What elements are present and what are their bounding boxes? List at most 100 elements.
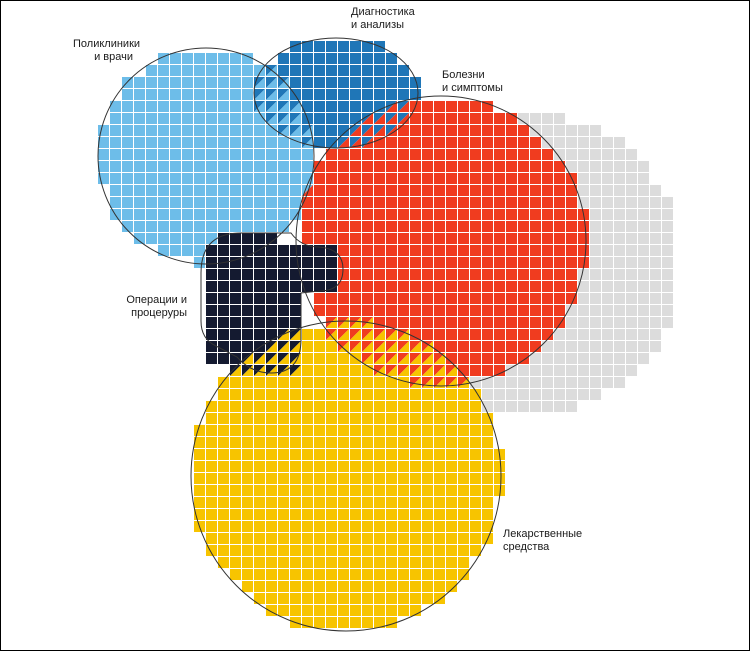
cell-diseases — [518, 149, 529, 160]
cell-operations — [230, 353, 241, 364]
cell-drugs — [194, 485, 205, 496]
cell-diseases — [494, 209, 505, 220]
cell-gray — [494, 377, 505, 388]
cell-diseases — [386, 221, 397, 232]
cell-drugs — [302, 593, 313, 604]
cell-operations — [326, 257, 337, 268]
cell-drugs — [350, 533, 361, 544]
cell-operations — [218, 317, 229, 328]
cell-diseases — [518, 125, 529, 136]
cell-drugs — [338, 509, 349, 520]
cell-diseases — [374, 149, 385, 160]
cell-drugs — [434, 437, 445, 448]
cell-gray — [626, 341, 637, 352]
cell-gray — [638, 305, 649, 316]
cell-diseases — [530, 197, 541, 208]
cell-diseases — [458, 125, 469, 136]
cell-drugs — [410, 497, 421, 508]
cell-clinics — [266, 137, 277, 148]
cell-drugs — [482, 485, 493, 496]
cell-diseases — [338, 233, 349, 244]
cell-drugs — [398, 389, 409, 400]
cell-drugs — [494, 461, 505, 472]
cell-diseases — [410, 257, 421, 268]
cell-drugs — [398, 509, 409, 520]
cell-diseases — [422, 305, 433, 316]
cell-drugs — [362, 413, 373, 424]
cell-gray — [482, 377, 493, 388]
cell-diseases — [446, 197, 457, 208]
cell-drugs — [338, 545, 349, 556]
cell-diseases — [482, 137, 493, 148]
cell-diseases — [434, 305, 445, 316]
cell-diseases-drugs-b — [434, 365, 445, 376]
cell-drugs — [350, 545, 361, 556]
cell-drugs — [278, 569, 289, 580]
cell-drugs — [470, 461, 481, 472]
cell-diseases — [506, 185, 517, 196]
cell-clinics — [230, 149, 241, 160]
cell-diseases-drugs-b — [410, 365, 421, 376]
cell-diseases — [458, 137, 469, 148]
cell-diseases — [494, 221, 505, 232]
cell-diseases — [422, 101, 433, 112]
cell-clinics — [218, 53, 229, 64]
cell-diagnostics — [314, 53, 325, 64]
cell-diagnostics — [326, 101, 337, 112]
cell-gray — [614, 161, 625, 172]
cell-operations-drugs-b — [290, 341, 301, 352]
cell-drugs — [230, 377, 241, 388]
cell-diseases — [542, 149, 553, 160]
cell-drugs — [326, 425, 337, 436]
cell-diseases-drugs-b — [410, 341, 421, 352]
cell-drugs — [314, 329, 325, 340]
cell-gray — [650, 197, 661, 208]
cell-clinics — [182, 173, 193, 184]
cell-diseases — [386, 233, 397, 244]
cell-clinics — [218, 149, 229, 160]
cell-diseases — [578, 245, 589, 256]
cell-diagnostics — [290, 65, 301, 76]
cell-diagnostics-clinics-b — [290, 101, 301, 112]
cell-gray — [566, 365, 577, 376]
cell-clinics — [254, 65, 265, 76]
cell-drugs — [422, 545, 433, 556]
cell-drugs — [422, 461, 433, 472]
cell-clinics — [230, 137, 241, 148]
cell-clinics — [146, 101, 157, 112]
cell-clinics — [158, 245, 169, 256]
cell-drugs — [338, 569, 349, 580]
cell-drugs — [218, 497, 229, 508]
cell-drugs — [314, 497, 325, 508]
cell-diseases — [350, 185, 361, 196]
cell-gray — [530, 113, 541, 124]
cell-diseases — [518, 209, 529, 220]
cell-diseases — [518, 281, 529, 292]
cell-gray — [602, 269, 613, 280]
cell-diagnostics — [398, 65, 409, 76]
cell-gray — [602, 281, 613, 292]
cell-diagnostics — [374, 89, 385, 100]
cell-drugs — [326, 533, 337, 544]
cell-operations — [218, 233, 229, 244]
cell-drugs — [326, 497, 337, 508]
cell-drugs — [242, 545, 253, 556]
cell-operations — [302, 281, 313, 292]
cell-clinics — [230, 125, 241, 136]
cell-clinics — [182, 53, 193, 64]
cell-drugs — [482, 521, 493, 532]
cell-diagnostics-clinics-b — [266, 89, 277, 100]
cell-drugs — [254, 425, 265, 436]
cell-diseases — [446, 269, 457, 280]
cell-gray — [650, 185, 661, 196]
cell-operations-drugs-b — [230, 365, 241, 376]
cell-operations — [230, 317, 241, 328]
cell-drugs — [230, 389, 241, 400]
cell-drugs — [302, 389, 313, 400]
cell-operations — [230, 329, 241, 340]
cell-drugs — [242, 533, 253, 544]
cell-diseases — [434, 113, 445, 124]
cell-clinics — [278, 149, 289, 160]
cell-diseases — [494, 245, 505, 256]
cell-diseases — [374, 269, 385, 280]
